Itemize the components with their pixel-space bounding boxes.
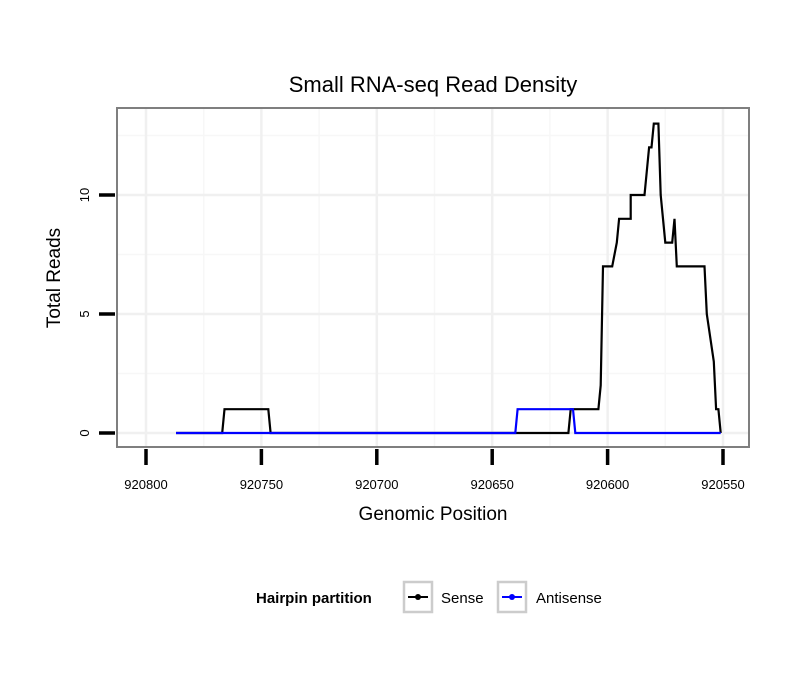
legend-title: Hairpin partition [256,590,372,607]
x-tick-label: 920700 [355,477,398,492]
x-tick-label: 920650 [471,477,514,492]
legend-label-antisense: Antisense [536,590,602,607]
y-tick-label: 10 [77,188,92,202]
legend-point-sense [415,594,421,600]
y-tick-label: 5 [77,310,92,317]
axes: 920800 920750 920700 920650 920600 920550 0 5 10 [77,188,745,492]
chart-title: Small RNA-seq Read Density [289,72,578,97]
x-tick-label: 920750 [240,477,283,492]
series-line-antisense [176,408,721,435]
x-axis-label: Genomic Position [359,504,508,525]
series-line-sense [176,122,722,435]
y-axis-label: Total Reads [44,228,65,328]
legend-point-antisense [509,594,515,600]
x-tick-label: 920800 [124,477,167,492]
x-tick-label: 920550 [701,477,744,492]
plot-panel-border [116,107,750,448]
grid [117,108,749,447]
x-tick-label: 920600 [586,477,629,492]
legend: Hairpin partition Sense Antisense [256,580,602,614]
series-layer [176,122,722,435]
legend-label-sense: Sense [441,590,484,607]
y-tick-label: 0 [77,429,92,436]
